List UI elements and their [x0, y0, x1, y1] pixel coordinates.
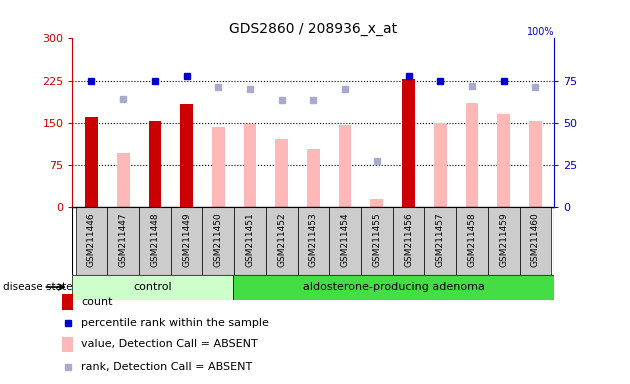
Text: control: control [134, 282, 172, 292]
Text: GSM211456: GSM211456 [404, 213, 413, 268]
Bar [497, 114, 510, 207]
Bar [361, 207, 392, 275]
Text: disease state: disease state [3, 282, 72, 292]
Bar [297, 207, 329, 275]
Text: GSM211453: GSM211453 [309, 213, 318, 268]
Bar [180, 104, 193, 207]
Bar [212, 127, 225, 207]
Text: aldosterone-producing adenoma: aldosterone-producing adenoma [303, 282, 484, 292]
Bar [233, 275, 554, 300]
Bar [425, 207, 456, 275]
Bar [139, 207, 171, 275]
Text: GSM211452: GSM211452 [277, 213, 286, 267]
Bar [339, 125, 352, 207]
Text: 100%: 100% [527, 27, 554, 37]
Bar [72, 275, 233, 300]
Text: GSM211447: GSM211447 [118, 213, 128, 267]
Text: GSM211448: GSM211448 [151, 213, 159, 267]
Bar [529, 121, 542, 207]
Bar [434, 123, 447, 207]
Text: GSM211449: GSM211449 [182, 213, 191, 267]
Bar [275, 139, 288, 207]
Bar [171, 207, 202, 275]
Bar [392, 207, 425, 275]
Bar [117, 153, 130, 207]
Bar [149, 121, 161, 207]
Bar [202, 207, 234, 275]
Text: GSM211457: GSM211457 [436, 213, 445, 268]
Text: value, Detection Call = ABSENT: value, Detection Call = ABSENT [81, 339, 258, 349]
Text: GSM211446: GSM211446 [87, 213, 96, 267]
Text: GSM211460: GSM211460 [531, 213, 540, 268]
Bar [402, 79, 415, 207]
Bar [62, 337, 73, 352]
Title: GDS2860 / 208936_x_at: GDS2860 / 208936_x_at [229, 22, 398, 36]
Bar [76, 207, 107, 275]
Bar [85, 117, 98, 207]
Text: percentile rank within the sample: percentile rank within the sample [81, 318, 269, 328]
Bar [466, 103, 478, 207]
Bar [370, 199, 383, 207]
Bar [520, 207, 551, 275]
Text: GSM211455: GSM211455 [372, 213, 381, 268]
Bar [234, 207, 266, 275]
Text: GSM211459: GSM211459 [499, 213, 508, 268]
Bar [307, 149, 320, 207]
Bar [456, 207, 488, 275]
Text: GSM211458: GSM211458 [467, 213, 476, 268]
Text: GSM211451: GSM211451 [246, 213, 255, 268]
Text: rank, Detection Call = ABSENT: rank, Detection Call = ABSENT [81, 362, 252, 372]
Bar [329, 207, 361, 275]
Bar [488, 207, 520, 275]
Text: GSM211450: GSM211450 [214, 213, 223, 268]
Bar [266, 207, 297, 275]
Bar [62, 295, 73, 310]
Bar [244, 124, 256, 207]
Text: GSM211454: GSM211454 [341, 213, 350, 267]
Text: count: count [81, 297, 113, 307]
Bar [107, 207, 139, 275]
